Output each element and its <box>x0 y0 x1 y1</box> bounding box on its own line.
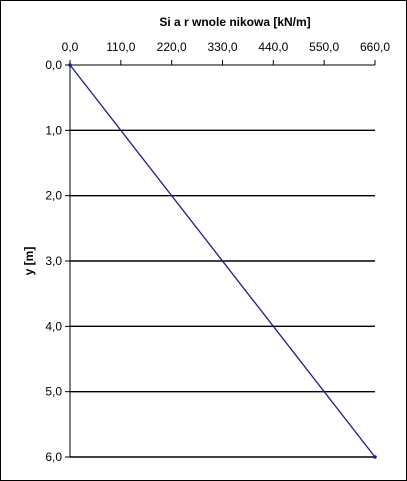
series-point <box>373 455 377 459</box>
x-tick-label: 110,0 <box>106 40 135 54</box>
y-tick-label: 6,0 <box>45 450 62 464</box>
series-layer <box>68 63 377 459</box>
y-tick-label: 0,0 <box>45 58 62 72</box>
x-tick-label: 550,0 <box>309 40 339 54</box>
y-tick-label: 1,0 <box>45 123 62 137</box>
grid-layer <box>70 129 375 458</box>
chart-title: Si a r wnole nikowa [kN/m] <box>159 15 310 29</box>
x-tick-label: 440,0 <box>258 40 288 54</box>
x-tick-label: 660,0 <box>360 40 390 54</box>
series-point <box>68 63 72 67</box>
x-tick-label: 220,0 <box>157 40 187 54</box>
y-tick-label: 4,0 <box>45 319 62 333</box>
series-line-0 <box>69 64 376 458</box>
x-tick-label: 0,0 <box>62 40 79 54</box>
y-axis-label: y [m] <box>22 247 36 276</box>
y-tick-label: 2,0 <box>45 189 62 203</box>
tick-labels-layer: 0,0 110,0 220,0 330,0 440,0 550,0 660,0 0,0 1,0 2… <box>45 40 390 464</box>
y-tick-label: 3,0 <box>45 254 62 268</box>
x-tick-label: 330,0 <box>207 40 237 54</box>
axes-layer <box>65 60 376 458</box>
y-tick-label: 5,0 <box>45 385 62 399</box>
